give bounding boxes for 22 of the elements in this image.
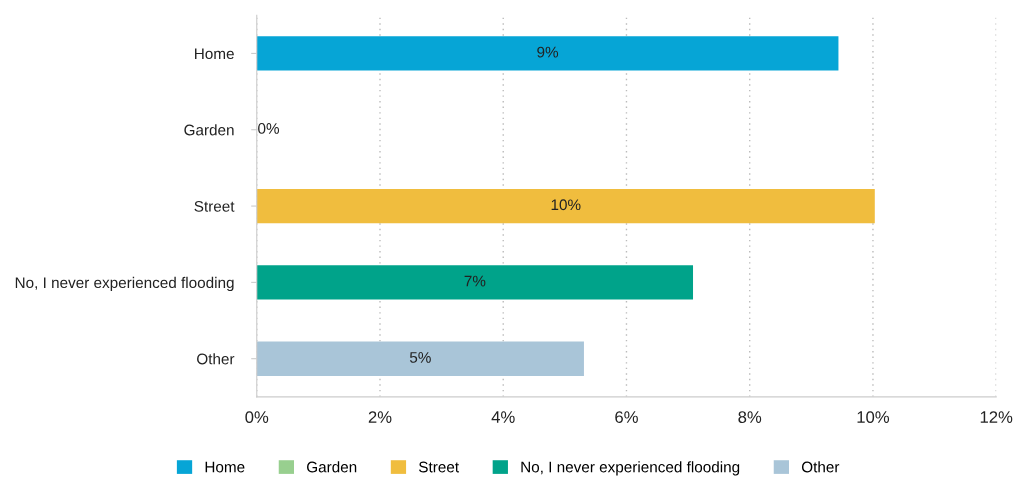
data-label: 9% xyxy=(537,46,559,58)
data-label: 5% xyxy=(409,352,431,363)
legend-label: Home xyxy=(205,461,245,473)
y-tick-label: No, I never experienced flooding xyxy=(15,276,234,292)
data-label: 7% xyxy=(464,275,486,287)
data-label: 10% xyxy=(551,199,581,211)
legend-label: Garden xyxy=(307,461,357,473)
x-tick-label: 10% xyxy=(857,411,890,423)
data-label: 0% xyxy=(258,123,280,134)
legend-label: Street xyxy=(419,461,459,473)
y-tick-label: Garden xyxy=(184,124,234,136)
x-tick-label: 2% xyxy=(368,411,392,423)
y-tick-label: Home xyxy=(195,48,234,60)
x-tick-label: 12% xyxy=(980,411,1013,423)
legend-label: No, I never experienced flooding xyxy=(521,461,740,476)
x-tick-label: 0% xyxy=(245,411,269,423)
legend-label: Other xyxy=(801,461,840,473)
x-tick-label: 4% xyxy=(491,411,515,423)
y-tick-label: Street xyxy=(194,200,235,212)
y-tick-label: Other xyxy=(197,353,235,365)
x-tick-label: 6% xyxy=(615,411,638,423)
x-tick-label: 8% xyxy=(738,411,762,423)
